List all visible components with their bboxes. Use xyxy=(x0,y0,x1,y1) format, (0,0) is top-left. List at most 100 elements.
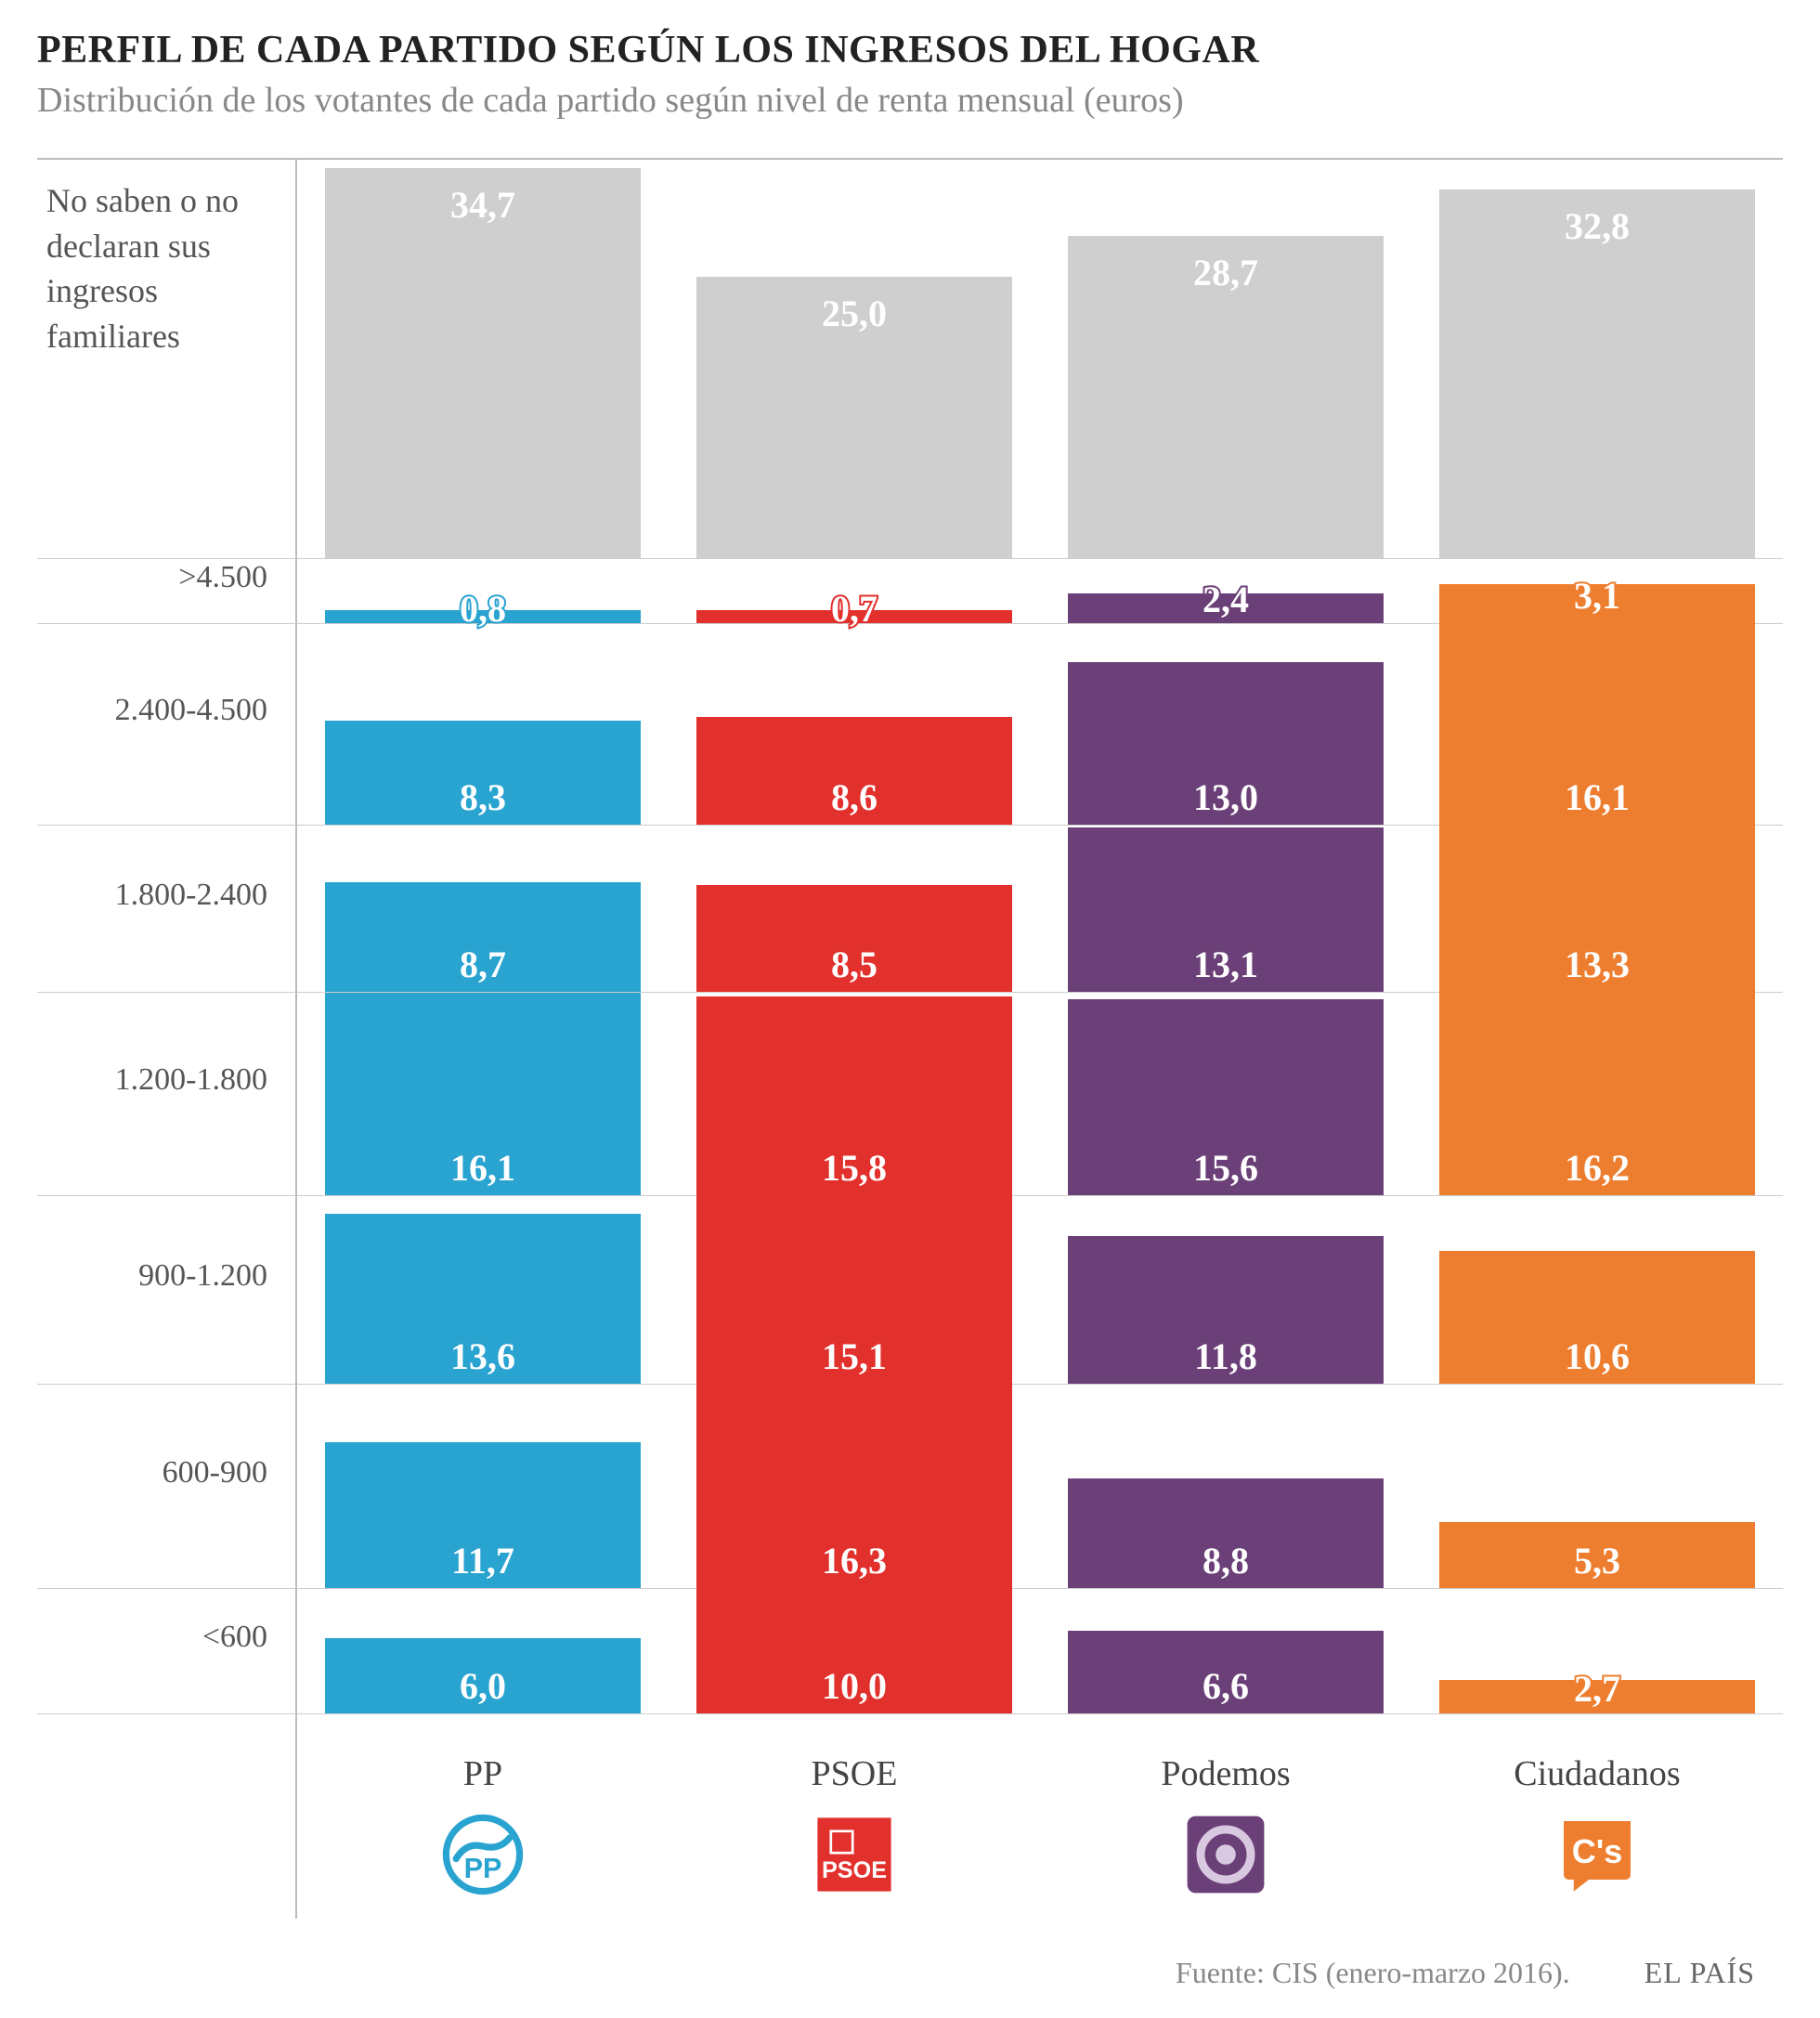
bar-value: 11,8 xyxy=(1194,1334,1257,1384)
svg-text:C's: C's xyxy=(1572,1832,1623,1870)
chart-cell: 13,3 xyxy=(1411,826,1783,993)
party-name: PP xyxy=(463,1753,502,1794)
bar: 13,6 xyxy=(325,1214,641,1385)
source-label: Fuente: CIS (enero-marzo 2016). xyxy=(1176,1956,1570,1990)
bar: 10,6 xyxy=(1439,1251,1755,1384)
bar: 16,2 xyxy=(1439,992,1755,1195)
bar: 15,6 xyxy=(1068,999,1384,1195)
bar: 13,0 xyxy=(1068,662,1384,826)
bar-value: 10,0 xyxy=(822,1664,887,1713)
bar: 6,0 xyxy=(325,1638,641,1713)
bar-value: 2,4 xyxy=(1202,578,1249,627)
bar: 28,7 xyxy=(1068,236,1384,558)
bar: 8,7 xyxy=(325,882,641,991)
chart-cell: 0,7 xyxy=(669,559,1040,624)
bar: 16,1 xyxy=(325,993,641,1194)
bar-value: 11,7 xyxy=(451,1539,514,1588)
bar-value: 13,6 xyxy=(450,1334,515,1384)
chart-cell: 8,7 xyxy=(297,826,669,993)
bar-value: 8,8 xyxy=(1202,1539,1249,1588)
chart-cell: 13,0 xyxy=(1040,624,1411,826)
bar-value: 10,6 xyxy=(1565,1334,1630,1384)
party-label-cell: PSOE PSOE xyxy=(669,1714,1040,1919)
bar-value: 13,1 xyxy=(1193,943,1258,992)
chart-cell: 25,0 xyxy=(669,160,1040,559)
chart-cell: 6,6 xyxy=(1040,1589,1411,1714)
bar: 8,8 xyxy=(1068,1478,1384,1589)
row-label: 600-900 xyxy=(37,1385,297,1589)
chart-cell: 3,1 xyxy=(1411,559,1783,624)
bar-value: 32,8 xyxy=(1565,189,1630,254)
chart-cell: 8,6 xyxy=(669,624,1040,826)
chart-cell: 15,1 xyxy=(669,1196,1040,1386)
bar-value: 13,0 xyxy=(1193,775,1258,825)
chart-cell: 15,8 xyxy=(669,993,1040,1196)
bar: 2,4 xyxy=(1068,593,1384,623)
bar: 25,0 xyxy=(696,277,1012,558)
party-label-cell: Podemos xyxy=(1040,1714,1411,1919)
chart-footer: Fuente: CIS (enero-marzo 2016). EL PAÍS xyxy=(37,1956,1783,1990)
bar: 16,1 xyxy=(1439,623,1755,825)
chart-cell: 2,7 xyxy=(1411,1589,1783,1714)
chart-cell: 10,6 xyxy=(1411,1196,1783,1386)
party-logo-icon: PP xyxy=(441,1813,525,1896)
bar: 2,7 xyxy=(1439,1680,1755,1713)
chart-cell: 32,8 xyxy=(1411,160,1783,559)
chart-title: PERFIL DE CADA PARTIDO SEGÚN LOS INGRESO… xyxy=(37,28,1783,72)
bar-value: 6,0 xyxy=(460,1664,506,1713)
chart-cell: 16,1 xyxy=(297,993,669,1196)
chart-cell: 8,5 xyxy=(669,826,1040,993)
chart-subtitle: Distribución de los votantes de cada par… xyxy=(37,80,1783,121)
income-profile-chart: No saben o no declaran sus ingresos fami… xyxy=(37,158,1783,1919)
party-logo-icon: PSOE xyxy=(812,1813,896,1896)
chart-cell: 16,2 xyxy=(1411,993,1783,1196)
chart-cell: 13,1 xyxy=(1040,826,1411,993)
row-label: 2.400-4.500 xyxy=(37,624,297,826)
svg-text:PP: PP xyxy=(464,1854,502,1885)
chart-cell: 10,0 xyxy=(669,1589,1040,1714)
row-label: 1.800-2.400 xyxy=(37,826,297,993)
bar: 15,8 xyxy=(696,996,1012,1194)
party-name: Ciudadanos xyxy=(1514,1753,1680,1794)
chart-cell: 5,3 xyxy=(1411,1385,1783,1589)
chart-cell: 34,7 xyxy=(297,160,669,559)
row-label-blank xyxy=(37,1714,297,1919)
bar: 13,3 xyxy=(1439,825,1755,992)
chart-cell: 11,8 xyxy=(1040,1196,1411,1386)
bar: 10,0 xyxy=(696,1588,1012,1713)
bar-value: 16,1 xyxy=(450,1146,515,1195)
chart-cell: 8,3 xyxy=(297,624,669,826)
party-logo-icon: C's xyxy=(1555,1813,1639,1896)
row-label: 1.200-1.800 xyxy=(37,993,297,1196)
bar-value: 13,3 xyxy=(1565,943,1630,992)
row-label: 900-1.200 xyxy=(37,1196,297,1386)
bar-value: 16,2 xyxy=(1565,1146,1630,1195)
party-label-cell: PP PP xyxy=(297,1714,669,1919)
bar: 16,3 xyxy=(696,1384,1012,1588)
bar-value: 28,7 xyxy=(1193,236,1258,300)
row-label: >4.500 xyxy=(37,559,297,624)
bar: 0,7 xyxy=(696,610,1012,623)
chart-cell: 28,7 xyxy=(1040,160,1411,559)
bar-value: 15,6 xyxy=(1193,1146,1258,1195)
bar-value: 25,0 xyxy=(822,277,887,341)
chart-cell: 11,7 xyxy=(297,1385,669,1589)
bar-value: 15,1 xyxy=(822,1334,887,1384)
bar: 11,7 xyxy=(325,1442,641,1589)
bar-value: 8,7 xyxy=(460,943,506,992)
row-label: No saben o no declaran sus ingresos fami… xyxy=(37,160,297,559)
chart-cell: 13,6 xyxy=(297,1196,669,1386)
bar: 8,5 xyxy=(696,885,1012,992)
bar-value: 34,7 xyxy=(450,168,515,232)
chart-cell: 0,8 xyxy=(297,559,669,624)
bar-value: 16,1 xyxy=(1565,775,1630,825)
chart-cell: 15,6 xyxy=(1040,993,1411,1196)
bar: 0,8 xyxy=(325,610,641,623)
party-name: PSOE xyxy=(812,1753,898,1794)
bar-value: 8,3 xyxy=(460,775,506,825)
bar-value: 3,1 xyxy=(1574,574,1620,623)
party-label-cell: Ciudadanos C's xyxy=(1411,1714,1783,1919)
bar: 6,6 xyxy=(1068,1631,1384,1713)
bar-value: 16,3 xyxy=(822,1539,887,1588)
bar-value: 5,3 xyxy=(1574,1539,1620,1588)
